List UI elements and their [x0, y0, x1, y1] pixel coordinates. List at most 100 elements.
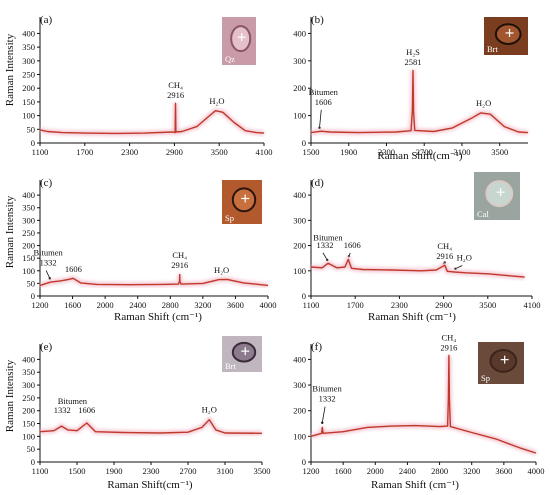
x-tick-label: 4100 [256, 147, 273, 157]
annotation-arrow [45, 270, 51, 279]
peak-annotation: H₂O [202, 404, 217, 414]
x-tick-label: 2900 [435, 300, 452, 310]
peak-annotation: CH₄ [172, 250, 187, 260]
peak-annotation: CH₄ [442, 332, 457, 342]
panel-f-inset: Sp [478, 342, 524, 384]
panel-b-spectrum-glow [310, 70, 529, 136]
peak-annotation: 1606 [78, 405, 95, 415]
panel-c-inset: Sp [222, 180, 262, 224]
x-tick-label: 1200 [303, 466, 320, 476]
y-tick-label: 400 [22, 28, 35, 38]
annotation-arrowhead [48, 277, 51, 280]
x-tick-label: 1600 [335, 466, 352, 476]
x-tick-label: 2700 [416, 147, 433, 157]
y-tick-label: 350 [22, 203, 35, 213]
y-tick-label: 100 [293, 266, 306, 276]
inset-inclusion [231, 341, 257, 363]
peak-annotation: 1606 [344, 240, 361, 250]
x-tick-label: 4000 [260, 300, 277, 310]
peak-annotation: 1606 [315, 97, 332, 107]
panel-b-label: (b) [311, 14, 324, 26]
y-tick-label: 300 [293, 215, 306, 225]
y-tick-label: 200 [293, 406, 306, 416]
x-tick-label: 3500 [254, 466, 271, 476]
y-tick-label: 200 [22, 241, 35, 251]
y-tick-label: 100 [293, 111, 306, 121]
inset-inclusion [489, 348, 518, 373]
panel-e-inset: Brt [222, 336, 262, 372]
panel-c-xticks: 1200 1600 2000 2400 2800 3200 3600 4000 [32, 296, 277, 310]
x-tick-label: 1100 [32, 147, 49, 157]
panel-e-spectrum-line [39, 419, 263, 434]
y-tick-label: 250 [22, 228, 35, 238]
x-tick-label: 2400 [399, 466, 416, 476]
panel-f-spectrum-line [310, 354, 537, 454]
panel-e-spectrum-glow [39, 415, 263, 436]
annotation-arrow [321, 406, 326, 423]
panel-f-label: (f) [311, 341, 322, 353]
y-tick-label: 0 [302, 457, 306, 467]
x-tick-label: 3500 [479, 300, 496, 310]
panel-e-ylabel: Raman Intensity [4, 359, 16, 432]
inset-mineral-label: Sp [481, 373, 490, 383]
panel-c-label: (c) [40, 177, 53, 189]
peak-annotation: Bitumen [58, 396, 88, 406]
annotation-arrow [322, 252, 328, 261]
inset-mineral-label: Qz [225, 54, 235, 64]
x-tick-label: 3100 [217, 466, 234, 476]
panel-d-inset: Cal [474, 172, 520, 220]
y-tick-label: 400 [293, 28, 306, 38]
panel-a-yticks: 0 50 100 150 200 250 300 350 400 [22, 28, 40, 148]
y-tick-label: 200 [293, 83, 306, 93]
y-tick-label: 300 [22, 380, 35, 390]
annotation-arrowhead [454, 267, 457, 270]
y-tick-label: 100 [293, 431, 306, 441]
x-tick-label: 2900 [166, 147, 183, 157]
x-tick-label: 1500 [303, 147, 320, 157]
panel-f-xticks: 1200 1600 2000 2400 2800 3200 3600 4000 [303, 462, 545, 476]
peak-annotation: Bitumen [313, 232, 343, 242]
inset-mineral-label: Brt [487, 44, 499, 54]
x-tick-label: 2400 [129, 300, 146, 310]
y-tick-label: 250 [22, 393, 35, 403]
y-tick-label: 150 [22, 253, 35, 263]
panel-b: (b) Raman Shift(cm⁻¹) 1500 1900 2300 2700 31… [293, 14, 529, 162]
x-tick-label: 1500 [69, 466, 86, 476]
inset-mineral-label: Brt [225, 361, 237, 371]
y-tick-label: 0 [302, 291, 306, 301]
inset-inclusion [494, 23, 522, 45]
x-tick-label: 2800 [431, 466, 448, 476]
x-tick-label: 2700 [180, 466, 197, 476]
panel-e-label: (e) [40, 341, 53, 353]
y-tick-label: 350 [22, 42, 35, 52]
y-tick-label: 400 [22, 190, 35, 200]
y-tick-label: 300 [22, 56, 35, 66]
y-tick-label: 200 [22, 406, 35, 416]
x-tick-label: 4000 [528, 466, 545, 476]
x-tick-label: 4100 [524, 300, 541, 310]
peak-annotation: 1332 [40, 258, 57, 268]
peak-annotation: H₂O [214, 265, 229, 275]
panel-a-xticks: 1100 1700 2300 2900 3500 4100 [32, 143, 273, 157]
x-tick-label: 3600 [227, 300, 244, 310]
peak-annotation: CH₄ [437, 241, 452, 251]
y-tick-label: 150 [22, 419, 35, 429]
panel-d-label: (d) [311, 177, 324, 189]
x-tick-label: 2300 [378, 147, 395, 157]
annotation-arrow [455, 265, 463, 270]
peak-annotation: Bitumen [309, 87, 339, 97]
y-tick-label: 0 [31, 291, 35, 301]
x-tick-label: 3500 [491, 147, 508, 157]
panel-a-ylabel: Raman Intensity [4, 33, 16, 106]
x-tick-label: 2800 [162, 300, 179, 310]
panel-c-ylabel: Raman Intensity [4, 195, 16, 268]
panel-c-xlabel: Raman Shift (cm⁻¹) [114, 311, 202, 323]
x-tick-label: 1900 [340, 147, 357, 157]
panel-d: (d) Raman Shift (cm⁻¹) 1100 1700 2300 2900 3… [293, 172, 541, 323]
peak-annotation: 2916 [436, 251, 453, 261]
y-tick-label: 200 [22, 83, 35, 93]
